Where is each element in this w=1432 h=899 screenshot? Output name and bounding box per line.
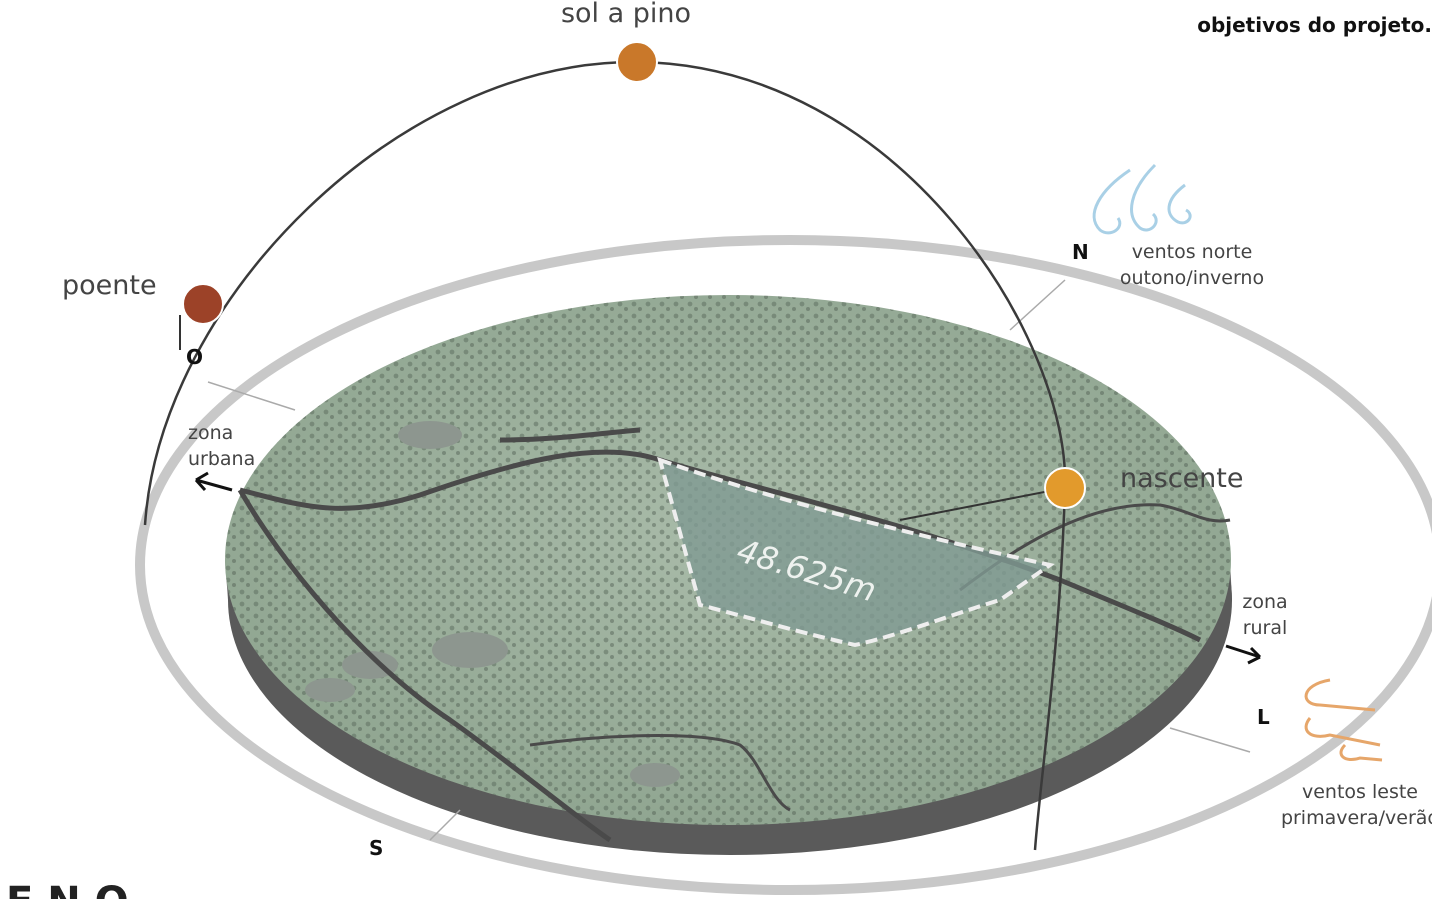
zenith-label: sol a pino xyxy=(561,0,691,29)
pond xyxy=(432,632,508,668)
zone-label: zona xyxy=(1242,591,1287,613)
wind-label: ventos leste xyxy=(1302,781,1418,803)
zone-label: zona xyxy=(188,422,233,444)
zone-label: rural xyxy=(1243,617,1288,639)
sunrise-label: nascente xyxy=(1120,463,1244,494)
wind-label: outono/inverno xyxy=(1120,267,1264,289)
east-label: L xyxy=(1257,705,1270,729)
footer-heading: E N O xyxy=(6,879,129,899)
north-label: N xyxy=(1072,240,1089,264)
zone-arrows xyxy=(194,471,1262,665)
west-label: O xyxy=(186,345,203,369)
wind-label: primavera/verão xyxy=(1281,807,1432,829)
sun-sunrise xyxy=(1044,467,1086,509)
pond xyxy=(630,763,680,787)
east-wind-icon xyxy=(1304,678,1383,762)
pond xyxy=(305,678,355,702)
pond xyxy=(398,421,462,449)
sunset-label: poente xyxy=(62,270,157,301)
page-title: objetivos do projeto. xyxy=(1197,13,1432,37)
sun-sunset xyxy=(182,283,224,325)
orbit-ring xyxy=(135,235,1432,895)
north-wind-icon xyxy=(1092,163,1192,235)
sunrise-line xyxy=(899,487,1066,521)
zone-label: urbana xyxy=(188,448,255,470)
wind-label: ventos norte xyxy=(1132,241,1253,263)
south-label: S xyxy=(369,836,383,860)
sun-zenith xyxy=(616,41,658,83)
site-plot xyxy=(657,456,1055,648)
pond xyxy=(342,651,398,679)
sun-path xyxy=(143,60,1067,851)
